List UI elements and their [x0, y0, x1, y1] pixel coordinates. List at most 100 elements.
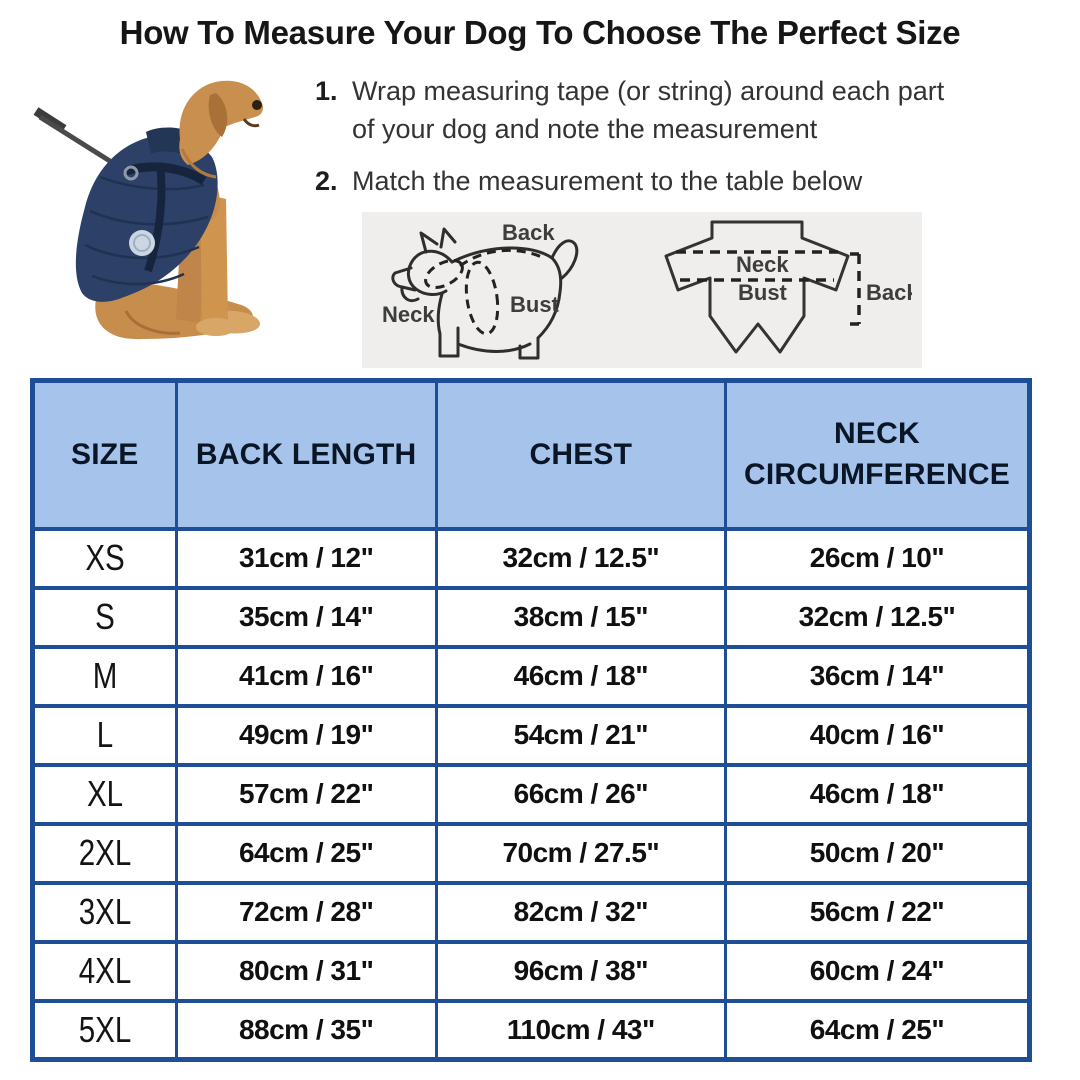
dog-measure-diagram: Back Bust Neck — [382, 220, 579, 360]
table-row-s: S 35cm / 14" 38cm / 15" 32cm / 12.5" — [31, 585, 1032, 649]
back-length-cell: 72cm / 28" — [174, 880, 438, 944]
neck-cell: 56cm / 22" — [723, 880, 1032, 944]
back-measure-arc — [459, 248, 545, 268]
back-length-cell: 88cm / 35" — [174, 998, 438, 1062]
garment-back-ticks — [850, 252, 859, 326]
neck-cell: 40cm / 16" — [723, 703, 1032, 767]
dog-mouth — [242, 118, 260, 128]
instruction-step-1: 1. Wrap measuring tape (or string) aroun… — [315, 72, 955, 148]
size-chart-table: SIZE BACK LENGTH CHEST NECK CIRCUMFERENC… — [30, 378, 1032, 1062]
chest-cell: 70cm / 27.5" — [434, 821, 727, 885]
garment-bust-label: Bust — [738, 280, 788, 305]
instruction-1-text: Wrap measuring tape (or string) around e… — [352, 76, 945, 144]
dog-in-jacket-photo — [33, 80, 263, 340]
dog-outline-front-leg — [436, 292, 460, 358]
back-length-cell: 49cm / 19" — [174, 703, 438, 767]
bust-measure-loop — [464, 260, 500, 336]
size-value: S — [94, 596, 115, 637]
back-length-cell: 80cm / 31" — [174, 939, 438, 1003]
back-length-cell: 41cm / 16" — [174, 644, 438, 708]
size-value: 5XL — [78, 1008, 132, 1050]
dog-front-paw — [196, 318, 236, 336]
leash-handle — [33, 107, 67, 133]
header-row: SIZE BACK LENGTH CHEST NECK CIRCUMFERENC… — [31, 378, 1032, 531]
size-value: M — [92, 655, 118, 696]
neck-cell: 50cm / 20" — [723, 821, 1032, 885]
table-row-xs: XS 31cm / 12" 32cm / 12.5" 26cm / 10" — [31, 526, 1032, 590]
header-size: SIZE — [31, 378, 178, 531]
size-cell: 2XL — [31, 821, 178, 885]
fur-shadow — [124, 310, 181, 335]
dog-neck-label: Neck — [382, 302, 435, 327]
back-length-cell: 35cm / 14" — [174, 585, 438, 649]
chest-cell: 82cm / 32" — [434, 880, 727, 944]
size-cell: 3XL — [31, 880, 178, 944]
header-back-length: BACK LENGTH — [174, 378, 438, 531]
size-value: XS — [85, 537, 125, 578]
dog-back-label: Back — [502, 220, 555, 245]
size-value: L — [96, 714, 113, 755]
harness-strap-vertical — [144, 162, 166, 273]
dog-outline-ear-2 — [439, 227, 457, 249]
back-length-cell: 31cm / 12" — [174, 526, 438, 590]
size-cell: XS — [31, 526, 178, 590]
size-value: 2XL — [78, 832, 132, 873]
table-row-5xl: 5XL 88cm / 35" 110cm / 43" 64cm / 25" — [31, 998, 1032, 1062]
size-value: 3XL — [78, 891, 132, 932]
back-length-cell: 64cm / 25" — [174, 821, 438, 885]
neck-cell: 26cm / 10" — [723, 526, 1032, 590]
size-value: 4XL — [78, 950, 132, 991]
page-title: How To Measure Your Dog To Choose The Pe… — [119, 14, 961, 51]
size-cell: 5XL — [31, 998, 178, 1062]
back-length-cell: 57cm / 22" — [174, 762, 438, 826]
garment-measure-diagram: Neck Bust Back — [664, 220, 912, 354]
garment-outline — [664, 220, 850, 354]
instruction-2-text: Match the measurement to the table below — [352, 166, 863, 196]
table-row-xl: XL 57cm / 22" 66cm / 26" 46cm / 18" — [31, 762, 1032, 826]
size-table-header: SIZE BACK LENGTH CHEST NECK CIRCUMFERENC… — [31, 378, 1032, 531]
instruction-2-number: 2. — [315, 166, 338, 196]
dog-outline-rear-leg — [518, 336, 540, 360]
dog-outline-back — [450, 246, 563, 340]
dog-outline-head — [407, 249, 454, 296]
table-row-4xl: 4XL 80cm / 31" 96cm / 38" 60cm / 24" — [31, 939, 1032, 1003]
instruction-1-number: 1. — [315, 76, 338, 106]
chest-cell: 110cm / 43" — [434, 998, 727, 1062]
neck-measure-loop — [424, 258, 464, 290]
size-cell: L — [31, 703, 178, 767]
harness-ring — [123, 165, 139, 181]
jacket-quilting — [84, 175, 209, 286]
table-row-m: M 41cm / 16" 46cm / 18" 36cm / 14" — [31, 644, 1032, 708]
dog-bust-label: Bust — [510, 292, 560, 317]
chest-cell: 96cm / 38" — [434, 939, 727, 1003]
jacket-logo-ring — [133, 234, 151, 252]
chest-cell: 32cm / 12.5" — [434, 526, 727, 590]
jacket-body — [75, 135, 218, 302]
neck-cell: 46cm / 18" — [723, 762, 1032, 826]
chest-cell: 54cm / 21" — [434, 703, 727, 767]
size-value: XL — [86, 773, 123, 814]
dog-ear — [208, 93, 228, 137]
neck-cell: 64cm / 25" — [723, 998, 1032, 1062]
dog-outline-belly — [456, 342, 532, 353]
dog-outline-beard — [400, 285, 420, 303]
neck-cell: 36cm / 14" — [723, 644, 1032, 708]
table-row-3xl: 3XL 72cm / 28" 82cm / 32" 56cm / 22" — [31, 880, 1032, 944]
header-neck-circumference: NECK CIRCUMFERENCE — [723, 378, 1032, 531]
instruction-step-2: 2. Match the measurement to the table be… — [315, 162, 955, 200]
size-table-body: XS 31cm / 12" 32cm / 12.5" 26cm / 10" S … — [31, 526, 1032, 1062]
garment-back-label: Back — [866, 280, 912, 305]
jacket-logo-patch — [129, 230, 155, 256]
size-cell: 4XL — [31, 939, 178, 1003]
table-row-l: L 49cm / 19" 54cm / 21" 40cm / 16" — [31, 703, 1032, 767]
neck-cell: 60cm / 24" — [723, 939, 1032, 1003]
dog-outline-tail — [550, 239, 579, 280]
dog-nose — [252, 100, 262, 110]
size-cell: M — [31, 644, 178, 708]
neck-cell: 32cm / 12.5" — [723, 585, 1032, 649]
header-chest: CHEST — [434, 378, 727, 531]
size-cell: XL — [31, 762, 178, 826]
dog-outline-ear-1 — [419, 231, 439, 254]
measurement-diagram-strip: Back Bust Neck Neck Bust Back — [362, 212, 922, 368]
